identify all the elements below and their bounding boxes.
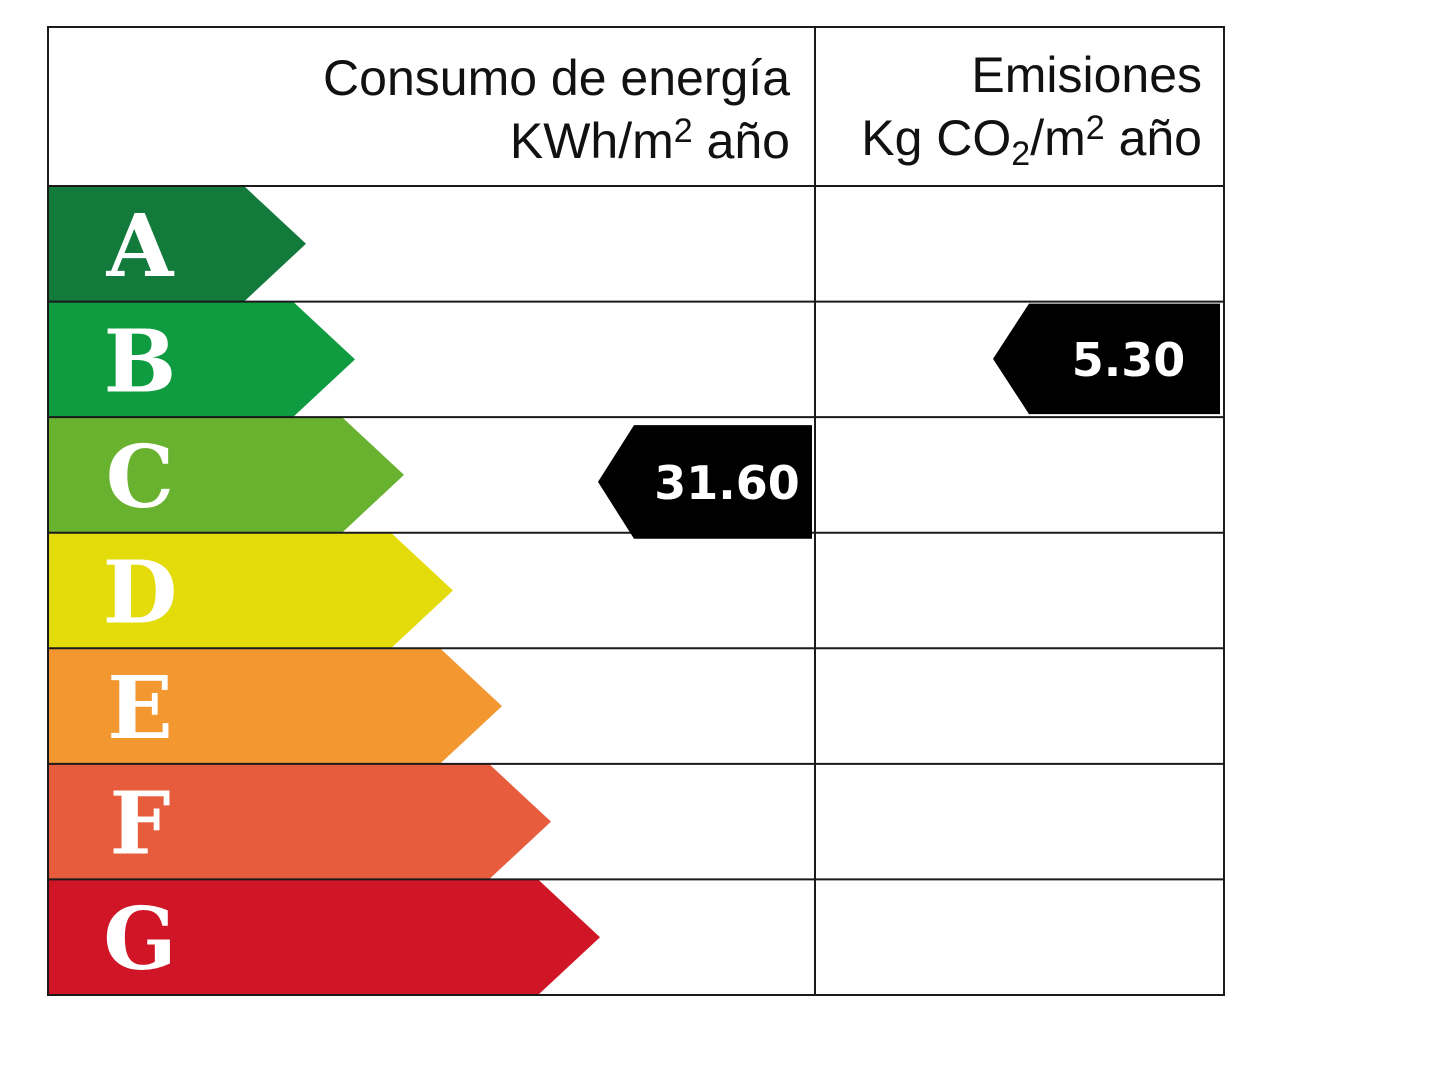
value-indicators: 31.60 5.30 [598, 303, 1220, 539]
rating-bar-f [48, 763, 551, 880]
indicator-arrow-energy [598, 425, 812, 539]
rating-letter-b: B [104, 311, 177, 412]
emissions-header-line1: Emisiones [971, 47, 1202, 103]
energy-unit-sup: 2 [674, 112, 693, 150]
emissions-unit-suffix: año [1105, 110, 1202, 166]
emissions-unit-sup: 2 [1086, 109, 1105, 147]
rating-letter-c: C [106, 427, 174, 528]
table-border [47, 26, 1225, 996]
rating-letter-f: F [109, 774, 170, 875]
emissions-header-line2: Kg CO2/m2 año [861, 109, 1202, 173]
header-emissions: Emisiones Kg CO2/m2 año [861, 47, 1202, 173]
emissions-unit-mid: /m [1030, 110, 1086, 166]
rating-bar-c [48, 417, 404, 533]
energy-unit-prefix: KWh/m [510, 113, 674, 169]
energy-unit-suffix: año [693, 113, 790, 169]
rating-letter-g: G [103, 889, 176, 990]
rating-letter-a: A [106, 196, 175, 297]
rating-bar-a [48, 186, 306, 302]
indicator-arrow-emissions [993, 303, 1220, 415]
rating-bar-b [48, 301, 355, 418]
indicator-value-energy: 31.60 [654, 456, 800, 510]
energy-header-line1: Consumo de energía [323, 50, 790, 106]
rating-letter-d: D [103, 543, 178, 644]
emissions-unit-prefix: Kg CO [861, 110, 1011, 166]
indicator-value-emissions: 5.30 [1072, 333, 1186, 387]
energy-header-line2: KWh/m2 año [510, 112, 790, 169]
rating-letter-e: E [107, 658, 173, 759]
emissions-unit-sub: 2 [1011, 135, 1030, 173]
rating-bar-e [48, 648, 502, 764]
rating-bar-d [48, 532, 453, 649]
rating-bar-g [48, 879, 600, 995]
header-energy: Consumo de energía KWh/m2 año [323, 50, 790, 169]
